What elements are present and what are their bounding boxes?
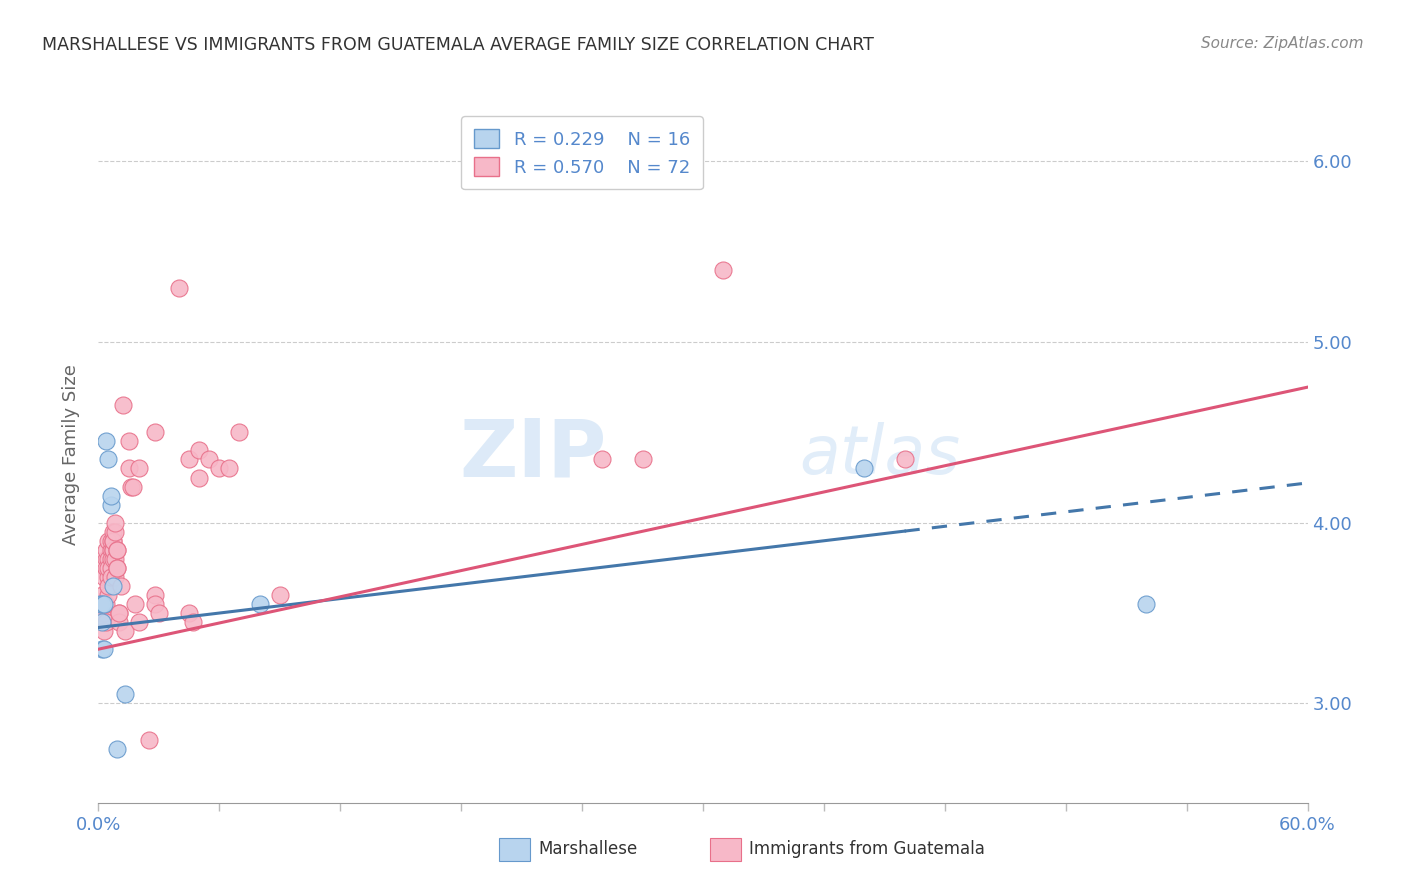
Point <box>101 579 124 593</box>
FancyBboxPatch shape <box>499 838 530 861</box>
Point <box>114 624 136 639</box>
Point <box>711 262 734 277</box>
Point <box>114 687 136 701</box>
Point <box>97 561 120 575</box>
Point <box>101 533 124 548</box>
Point <box>110 579 132 593</box>
Point <box>101 542 124 557</box>
Point <box>107 606 129 620</box>
Point <box>111 398 134 412</box>
Point <box>96 561 118 575</box>
Point <box>97 579 120 593</box>
Point <box>128 615 150 629</box>
Point <box>105 561 128 575</box>
Point <box>103 524 125 539</box>
Point <box>91 606 114 620</box>
Point <box>105 542 128 557</box>
Text: MARSHALLESE VS IMMIGRANTS FROM GUATEMALA AVERAGE FAMILY SIZE CORRELATION CHART: MARSHALLESE VS IMMIGRANTS FROM GUATEMALA… <box>42 36 875 54</box>
Point <box>91 588 114 602</box>
Point <box>96 434 118 449</box>
Point <box>89 597 111 611</box>
Point <box>89 597 111 611</box>
Point <box>118 461 141 475</box>
Point <box>249 597 271 611</box>
Point <box>105 561 128 575</box>
Text: Marshallese: Marshallese <box>538 840 638 858</box>
Point <box>97 588 120 602</box>
Point <box>101 533 124 548</box>
Point <box>198 452 221 467</box>
Point <box>121 479 143 493</box>
Point <box>143 597 166 611</box>
Point <box>97 533 120 548</box>
Point <box>93 606 115 620</box>
Point <box>1135 597 1157 611</box>
Point <box>103 551 125 566</box>
Point <box>591 452 613 467</box>
Point <box>118 434 141 449</box>
Point <box>631 452 654 467</box>
Point <box>148 606 170 620</box>
Y-axis label: Average Family Size: Average Family Size <box>62 365 80 545</box>
Point <box>105 542 128 557</box>
Point <box>188 470 211 484</box>
Point <box>105 741 128 756</box>
Point <box>93 615 115 629</box>
Point <box>103 570 125 584</box>
Point <box>91 642 114 657</box>
Point <box>143 588 166 602</box>
Point <box>167 281 190 295</box>
Point <box>93 597 115 611</box>
Point <box>179 606 201 620</box>
Point <box>100 561 122 575</box>
Point <box>93 624 115 639</box>
Point <box>101 524 124 539</box>
FancyBboxPatch shape <box>710 838 741 861</box>
Point <box>188 443 211 458</box>
Text: ZIP: ZIP <box>458 416 606 494</box>
Point <box>93 642 115 657</box>
Point <box>96 542 118 557</box>
Point <box>93 570 115 584</box>
Text: atlas: atlas <box>800 422 960 488</box>
Point <box>893 452 915 467</box>
Point <box>138 732 160 747</box>
Point <box>100 489 122 503</box>
Point <box>208 461 231 475</box>
Point <box>91 597 114 611</box>
Point <box>218 461 240 475</box>
Text: Source: ZipAtlas.com: Source: ZipAtlas.com <box>1201 36 1364 51</box>
Point <box>100 498 122 512</box>
Point <box>128 461 150 475</box>
Point <box>100 542 122 557</box>
Point <box>107 606 129 620</box>
Point <box>101 542 124 557</box>
Point <box>91 615 114 629</box>
Point <box>143 425 166 440</box>
Point <box>120 479 142 493</box>
Point <box>100 570 122 584</box>
Point <box>100 533 122 548</box>
Point <box>107 615 129 629</box>
Point <box>97 551 120 566</box>
Legend: R = 0.229    N = 16, R = 0.570    N = 72: R = 0.229 N = 16, R = 0.570 N = 72 <box>461 116 703 189</box>
Point <box>97 570 120 584</box>
Point <box>97 452 120 467</box>
Point <box>89 606 111 620</box>
Point <box>96 551 118 566</box>
Point <box>91 597 114 611</box>
Point <box>103 516 125 530</box>
Point <box>124 597 146 611</box>
Point <box>269 588 291 602</box>
Point <box>181 615 204 629</box>
Point <box>96 597 118 611</box>
Point <box>96 615 118 629</box>
Point <box>100 551 122 566</box>
Point <box>101 551 124 566</box>
Point <box>853 461 876 475</box>
Point <box>179 452 201 467</box>
Text: Immigrants from Guatemala: Immigrants from Guatemala <box>749 840 986 858</box>
Point <box>228 425 250 440</box>
